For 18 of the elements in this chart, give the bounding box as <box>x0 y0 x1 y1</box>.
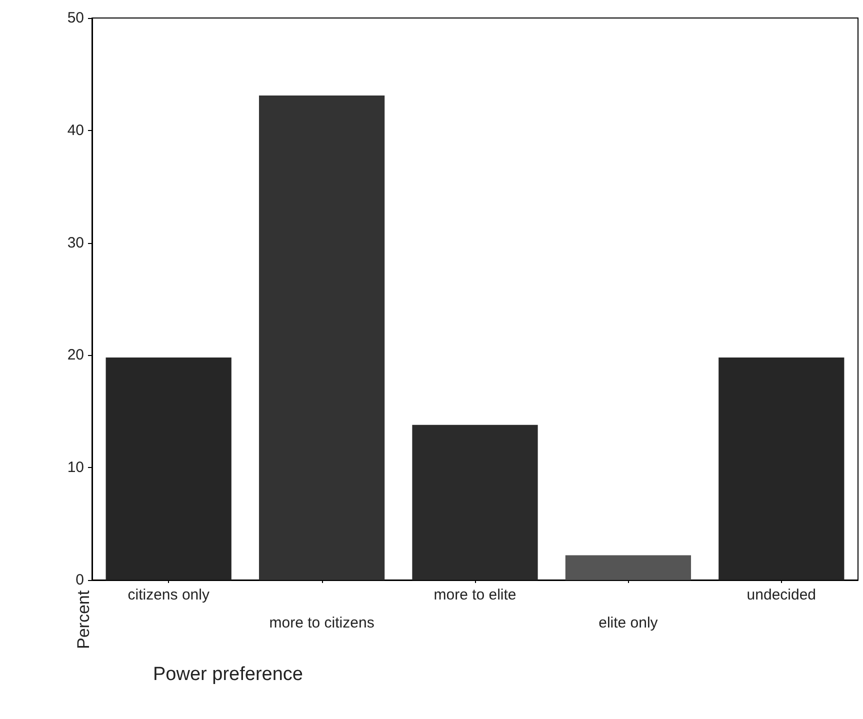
y-tick-label: 40 <box>67 122 84 139</box>
x-tick-label: more to citizens <box>269 614 374 632</box>
x-tick-label: citizens only <box>128 586 210 604</box>
y-tick-label: 30 <box>67 234 84 252</box>
x-tick-label: undecided <box>746 586 816 604</box>
bar <box>106 357 232 580</box>
y-tick-label: 10 <box>67 459 84 476</box>
x-tick-label: more to elite <box>434 586 516 604</box>
y-tick-label: 20 <box>67 346 84 364</box>
bar <box>565 555 692 580</box>
y-axis-title: Percent <box>74 590 93 649</box>
bar <box>412 424 538 580</box>
y-tick-label: 0 <box>76 572 84 588</box>
x-axis-title: Power preference <box>153 664 303 685</box>
bar <box>258 96 385 580</box>
y-tick-label: 50 <box>67 10 84 26</box>
bar <box>718 357 844 580</box>
x-tick-label: elite only <box>598 614 658 632</box>
